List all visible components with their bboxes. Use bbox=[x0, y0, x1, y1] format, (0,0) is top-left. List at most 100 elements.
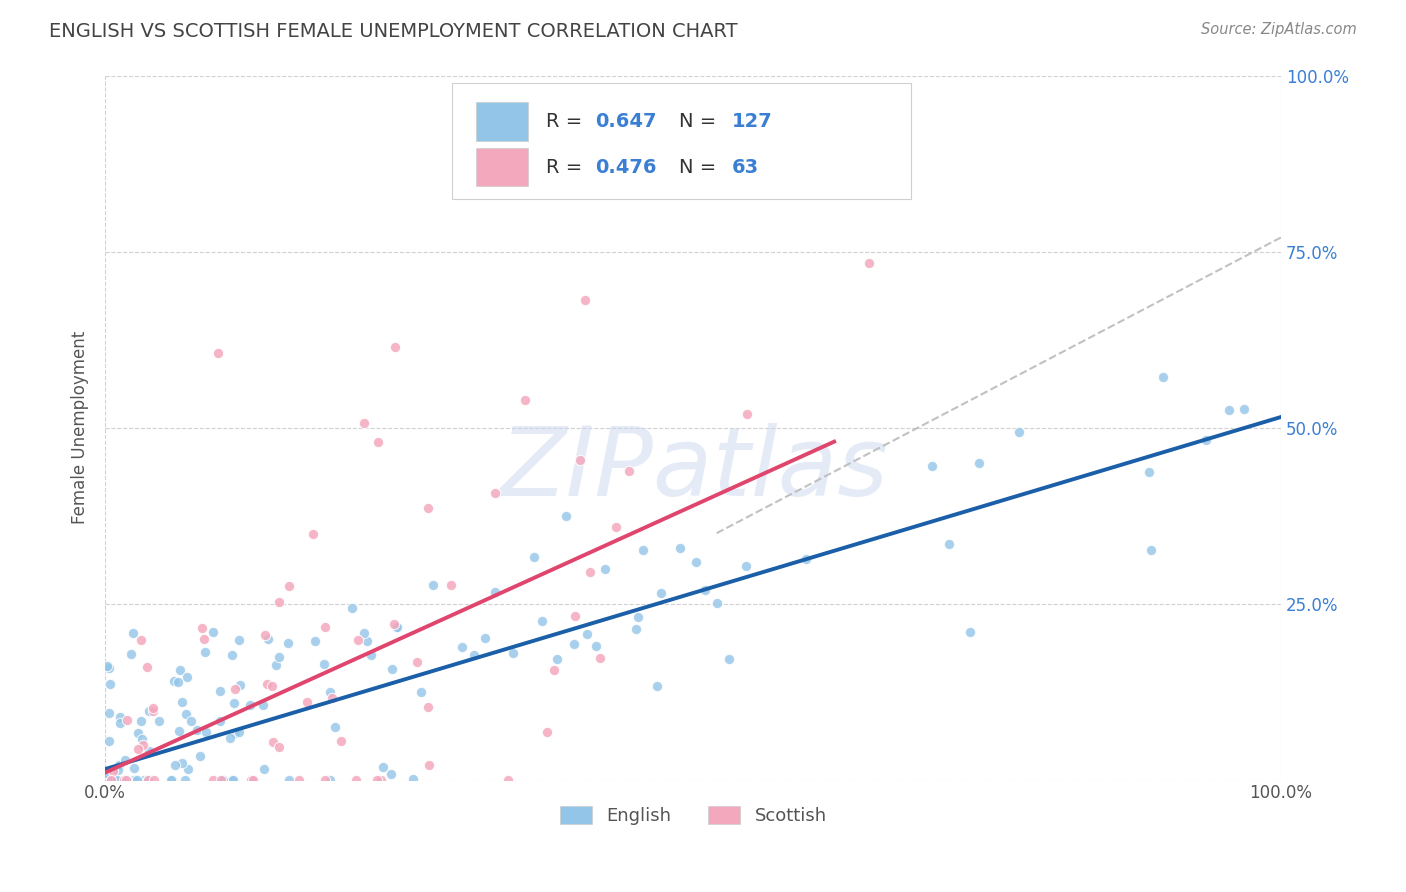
Point bbox=[257, 632, 280, 646]
Point bbox=[221, 772, 243, 787]
Point bbox=[190, 748, 212, 763]
Point bbox=[224, 681, 246, 696]
Point bbox=[585, 640, 607, 654]
Point bbox=[796, 552, 818, 566]
Point bbox=[546, 652, 568, 666]
Point bbox=[122, 772, 145, 787]
Point bbox=[318, 685, 340, 699]
Point bbox=[142, 704, 165, 718]
Point bbox=[173, 772, 195, 787]
Point bbox=[416, 501, 439, 516]
Point bbox=[387, 619, 409, 633]
Point bbox=[409, 685, 432, 699]
FancyBboxPatch shape bbox=[453, 83, 911, 199]
Point bbox=[262, 734, 284, 748]
Point bbox=[222, 696, 245, 710]
Point bbox=[136, 660, 159, 674]
Point bbox=[959, 625, 981, 640]
Point bbox=[194, 725, 217, 739]
Point bbox=[207, 346, 229, 360]
Point bbox=[921, 459, 943, 474]
Point bbox=[108, 715, 131, 730]
Point bbox=[484, 486, 506, 500]
Point bbox=[108, 709, 131, 723]
Point bbox=[353, 626, 375, 640]
Point bbox=[136, 772, 159, 787]
Point bbox=[176, 670, 198, 684]
Point bbox=[278, 579, 301, 593]
Point bbox=[353, 416, 375, 430]
Point bbox=[439, 578, 461, 592]
Point bbox=[96, 659, 118, 673]
Point bbox=[370, 772, 392, 787]
Point bbox=[568, 453, 591, 467]
Point bbox=[463, 648, 485, 662]
Point bbox=[264, 657, 287, 672]
Point bbox=[631, 543, 654, 558]
Point bbox=[1195, 434, 1218, 448]
Point bbox=[94, 772, 117, 787]
Point bbox=[253, 762, 276, 776]
Point bbox=[260, 680, 283, 694]
Point bbox=[127, 742, 149, 756]
Point bbox=[269, 650, 291, 665]
Point bbox=[252, 698, 274, 712]
Bar bbox=[475, 102, 529, 141]
Text: N =: N = bbox=[679, 112, 723, 131]
Point bbox=[94, 766, 117, 780]
Point bbox=[418, 700, 440, 714]
Point bbox=[384, 341, 406, 355]
Point bbox=[201, 772, 224, 787]
Text: 63: 63 bbox=[733, 158, 759, 177]
Point bbox=[340, 601, 363, 615]
Point bbox=[405, 655, 427, 669]
Point bbox=[718, 652, 741, 666]
Point bbox=[193, 632, 215, 647]
Point bbox=[422, 578, 444, 592]
Point bbox=[224, 726, 246, 740]
Point bbox=[605, 520, 627, 534]
Point bbox=[100, 772, 122, 787]
Point bbox=[138, 704, 160, 718]
Point bbox=[180, 714, 202, 728]
Point bbox=[323, 720, 346, 734]
Point bbox=[115, 713, 138, 727]
Point bbox=[314, 620, 336, 634]
Point bbox=[554, 508, 576, 523]
Point bbox=[330, 734, 353, 748]
Point bbox=[114, 753, 136, 767]
Point bbox=[502, 646, 524, 660]
Point bbox=[132, 738, 155, 752]
Point bbox=[138, 744, 160, 758]
Y-axis label: Female Unemployment: Female Unemployment bbox=[72, 331, 89, 524]
Point bbox=[706, 596, 728, 610]
Point bbox=[96, 772, 118, 787]
Point bbox=[1233, 402, 1256, 417]
Point bbox=[295, 695, 318, 709]
Text: Source: ZipAtlas.com: Source: ZipAtlas.com bbox=[1201, 22, 1357, 37]
Point bbox=[579, 565, 602, 579]
Text: 0.476: 0.476 bbox=[596, 158, 657, 177]
Point bbox=[418, 757, 440, 772]
Point bbox=[277, 636, 299, 650]
Point bbox=[160, 772, 183, 787]
Point bbox=[1218, 402, 1240, 417]
Point bbox=[97, 661, 120, 675]
Point bbox=[256, 677, 278, 691]
Point bbox=[100, 772, 122, 787]
Point bbox=[228, 725, 250, 739]
Point bbox=[626, 622, 648, 636]
Point bbox=[450, 640, 472, 654]
Point bbox=[112, 772, 135, 787]
Point bbox=[129, 714, 152, 728]
Point bbox=[98, 677, 121, 691]
Point bbox=[288, 772, 311, 787]
Point bbox=[228, 633, 250, 648]
Point bbox=[302, 527, 325, 541]
Point bbox=[385, 619, 408, 633]
Point bbox=[170, 695, 193, 709]
Point bbox=[967, 456, 990, 470]
Point bbox=[304, 634, 326, 648]
Point bbox=[498, 772, 520, 787]
Point bbox=[222, 772, 245, 787]
